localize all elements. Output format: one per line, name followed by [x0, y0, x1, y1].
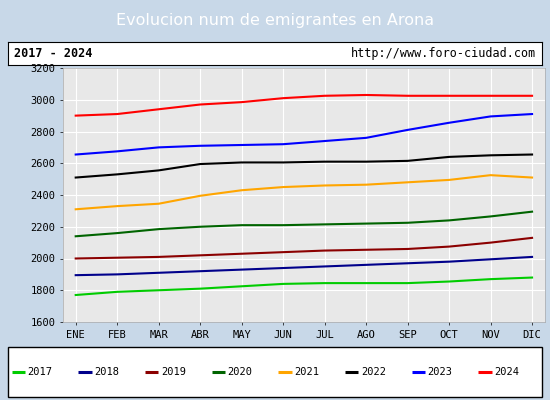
- Text: 2018: 2018: [94, 367, 119, 377]
- Text: 2017: 2017: [28, 367, 53, 377]
- Text: 2019: 2019: [161, 367, 186, 377]
- FancyBboxPatch shape: [8, 347, 542, 397]
- Text: 2024: 2024: [494, 367, 519, 377]
- Text: 2023: 2023: [428, 367, 453, 377]
- Text: 2021: 2021: [294, 367, 320, 377]
- Text: http://www.foro-ciudad.com: http://www.foro-ciudad.com: [351, 47, 536, 60]
- Text: Evolucion num de emigrantes en Arona: Evolucion num de emigrantes en Arona: [116, 14, 434, 28]
- Text: 2017 - 2024: 2017 - 2024: [14, 47, 92, 60]
- Text: 2020: 2020: [228, 367, 252, 377]
- Text: 2022: 2022: [361, 367, 386, 377]
